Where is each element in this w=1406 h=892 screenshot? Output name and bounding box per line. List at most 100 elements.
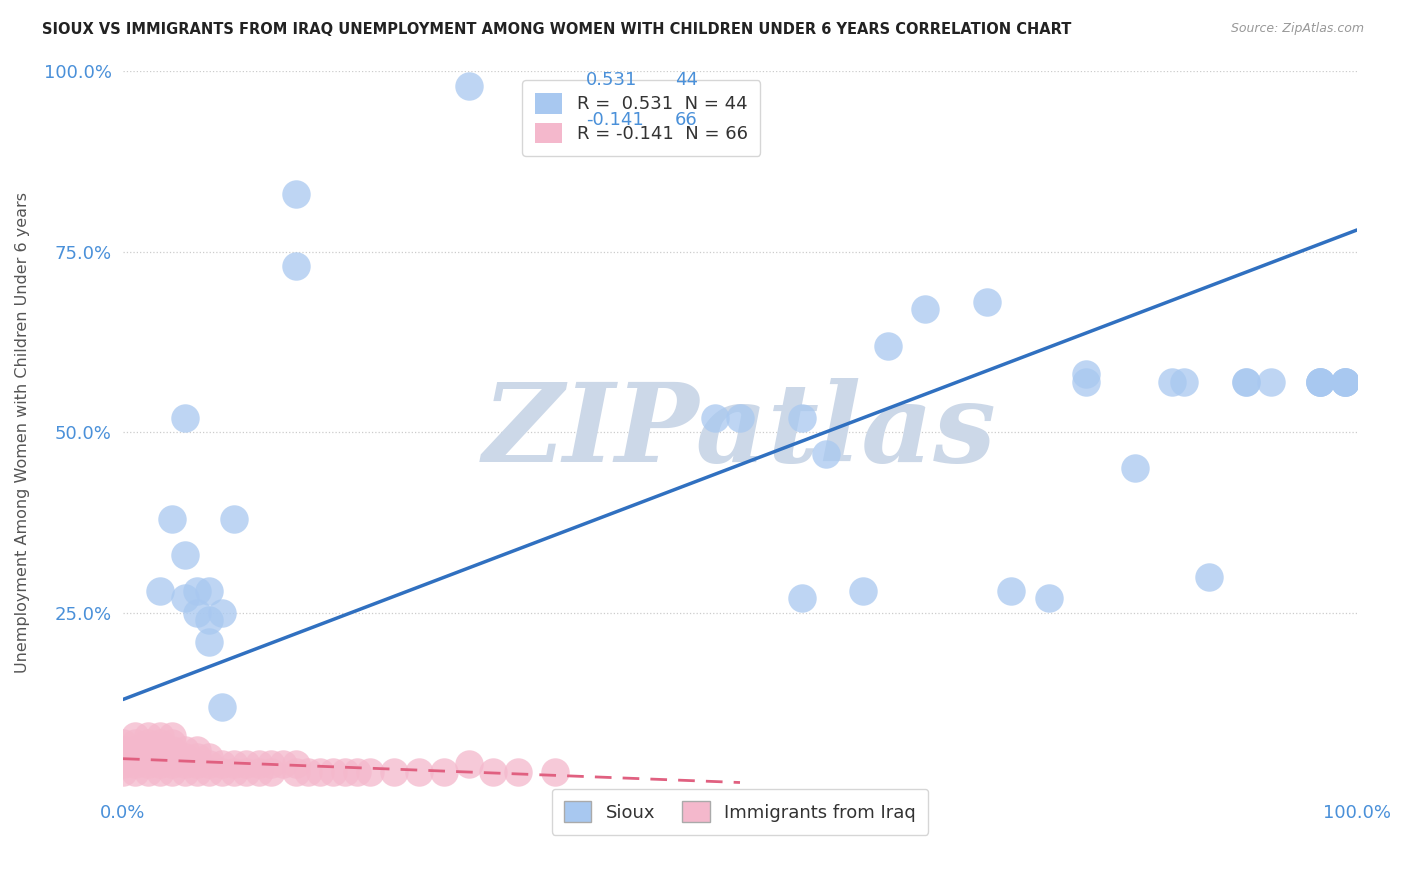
Point <box>482 764 505 779</box>
Point <box>284 259 307 273</box>
Point <box>1309 375 1331 389</box>
Point <box>297 764 319 779</box>
Point <box>211 606 233 620</box>
Point <box>1234 375 1257 389</box>
Point <box>728 410 751 425</box>
Point <box>162 743 184 757</box>
Point <box>1123 461 1146 475</box>
Point <box>877 338 900 352</box>
Point <box>384 764 406 779</box>
Point <box>149 736 172 750</box>
Point <box>222 764 245 779</box>
Point <box>198 757 221 772</box>
Point <box>247 764 270 779</box>
Point <box>1160 375 1182 389</box>
Point <box>704 410 727 425</box>
Text: -0.141: -0.141 <box>586 112 644 129</box>
Point <box>136 736 159 750</box>
Point <box>186 764 208 779</box>
Point <box>198 584 221 599</box>
Point <box>790 410 813 425</box>
Point <box>111 743 134 757</box>
Text: Source: ZipAtlas.com: Source: ZipAtlas.com <box>1230 22 1364 36</box>
Point <box>111 736 134 750</box>
Point <box>914 302 936 317</box>
Point <box>346 764 368 779</box>
Point <box>173 743 195 757</box>
Point <box>359 764 381 779</box>
Point <box>506 764 529 779</box>
Point <box>198 613 221 627</box>
Point <box>260 757 283 772</box>
Point <box>149 757 172 772</box>
Point <box>149 764 172 779</box>
Point <box>162 750 184 764</box>
Point <box>162 757 184 772</box>
Point <box>124 757 146 772</box>
Text: ZIPatlas: ZIPatlas <box>484 378 997 486</box>
Point <box>235 757 257 772</box>
Point <box>222 757 245 772</box>
Point <box>1333 375 1355 389</box>
Point <box>186 743 208 757</box>
Point <box>235 764 257 779</box>
Point <box>1074 368 1097 382</box>
Point <box>1198 569 1220 583</box>
Point <box>815 447 838 461</box>
Point <box>1333 375 1355 389</box>
Text: SIOUX VS IMMIGRANTS FROM IRAQ UNEMPLOYMENT AMONG WOMEN WITH CHILDREN UNDER 6 YEA: SIOUX VS IMMIGRANTS FROM IRAQ UNEMPLOYME… <box>42 22 1071 37</box>
Point <box>211 757 233 772</box>
Point <box>247 757 270 772</box>
Point <box>173 548 195 562</box>
Point <box>149 729 172 743</box>
Point <box>173 757 195 772</box>
Point <box>433 764 456 779</box>
Point <box>186 606 208 620</box>
Point <box>198 764 221 779</box>
Point <box>124 743 146 757</box>
Point <box>124 729 146 743</box>
Point <box>544 764 567 779</box>
Point <box>333 764 356 779</box>
Point <box>322 764 344 779</box>
Point <box>1333 375 1355 389</box>
Point <box>457 757 479 772</box>
Point <box>186 750 208 764</box>
Point <box>1309 375 1331 389</box>
Point <box>1173 375 1195 389</box>
Point <box>284 186 307 201</box>
Point <box>173 764 195 779</box>
Point <box>976 295 998 310</box>
Point <box>111 750 134 764</box>
Point <box>162 764 184 779</box>
Point <box>136 757 159 772</box>
Point <box>790 591 813 606</box>
Point <box>273 757 295 772</box>
Point <box>136 729 159 743</box>
Point <box>124 750 146 764</box>
Point <box>260 764 283 779</box>
Point <box>408 764 430 779</box>
Point <box>1309 375 1331 389</box>
Point <box>211 699 233 714</box>
Point <box>173 750 195 764</box>
Y-axis label: Unemployment Among Women with Children Under 6 years: Unemployment Among Women with Children U… <box>15 192 30 673</box>
Point <box>162 512 184 526</box>
Point <box>1234 375 1257 389</box>
Point <box>1260 375 1282 389</box>
Point <box>1309 375 1331 389</box>
Point <box>136 743 159 757</box>
Point <box>284 764 307 779</box>
Point <box>186 757 208 772</box>
Point <box>1000 584 1022 599</box>
Point <box>149 743 172 757</box>
Point <box>1333 375 1355 389</box>
Point <box>198 634 221 648</box>
Point <box>309 764 332 779</box>
Point <box>124 764 146 779</box>
Point <box>211 764 233 779</box>
Point <box>162 729 184 743</box>
Point <box>1038 591 1060 606</box>
Point <box>136 750 159 764</box>
Point <box>222 512 245 526</box>
